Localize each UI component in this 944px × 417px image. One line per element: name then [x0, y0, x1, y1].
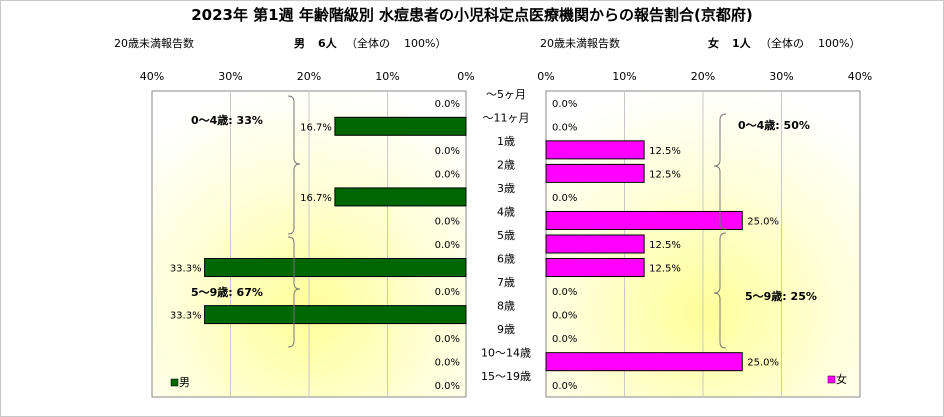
male-count: 6人	[318, 37, 337, 50]
category-label: 10～14歳	[481, 347, 531, 360]
male-0-4-bracket	[287, 95, 301, 235]
female-bar-label: 12.5%	[649, 240, 681, 251]
female-share: 100%）	[818, 37, 861, 50]
male-x-tick-label: 10%	[375, 70, 399, 83]
female-0-4-bracket	[713, 113, 727, 230]
male-bar-label: 0.0%	[435, 99, 460, 110]
female-legend-label: 女	[836, 372, 847, 386]
male-bar	[334, 187, 467, 207]
female-bar	[545, 210, 743, 230]
male-x-tick-label: 30%	[218, 70, 242, 83]
male-bar-label: 0.0%	[435, 334, 460, 345]
male-sex-label: 男	[294, 37, 305, 50]
female-x-tick-label: 0%	[537, 70, 554, 83]
category-label: ～11ヶ月	[483, 111, 530, 124]
category-label: 6歳	[497, 253, 515, 266]
female-bar-label: 0.0%	[552, 287, 577, 298]
female-bar-label: 0.0%	[552, 193, 577, 204]
male-legend-swatch	[170, 378, 179, 387]
female-x-tick-label: 40%	[848, 70, 872, 83]
female-bar-label: 12.5%	[649, 169, 681, 180]
female-bar-label: 12.5%	[649, 146, 681, 157]
category-label: 8歳	[497, 300, 515, 313]
category-label: ～5ヶ月	[486, 88, 526, 101]
category-label: 3歳	[497, 182, 515, 195]
male-bar-label: 33.3%	[170, 311, 202, 322]
male-bar-label: 0.0%	[435, 169, 460, 180]
category-label: 1歳	[497, 135, 515, 148]
female-bar	[545, 234, 645, 254]
male-0-4-annotation: 0～4歳: 33%	[191, 113, 263, 127]
male-bar	[204, 305, 467, 325]
female-x-tick-label: 20%	[691, 70, 715, 83]
female-bar	[545, 258, 645, 278]
female-count-label: 20歳未満報告数	[540, 37, 620, 50]
female-0-4-annotation: 0～4歳: 50%	[738, 118, 810, 132]
female-bar-label: 0.0%	[552, 334, 577, 345]
female-bar	[545, 352, 743, 372]
male-bar-label: 0.0%	[435, 146, 460, 157]
female-bar	[545, 140, 645, 160]
female-bar-label: 0.0%	[552, 381, 577, 392]
female-x-tick-label: 10%	[612, 70, 636, 83]
female-bar-label: 0.0%	[552, 311, 577, 322]
male-bar-label: 0.0%	[435, 287, 460, 298]
male-bar	[334, 116, 467, 136]
male-bar	[204, 258, 467, 278]
male-5-9-annotation: 5～9歳: 67%	[191, 285, 263, 299]
male-x-tick-label: 40%	[140, 70, 164, 83]
female-bar-label: 0.0%	[552, 99, 577, 110]
male-bar-label: 0.0%	[435, 381, 460, 392]
male-bar-label: 33.3%	[170, 264, 202, 275]
male-bar-label: 16.7%	[300, 193, 332, 204]
male-share-prefix: （全体の	[346, 37, 390, 50]
female-bar-label: 12.5%	[649, 264, 681, 275]
female-bar	[545, 163, 645, 183]
male-bar-label: 0.0%	[435, 216, 460, 227]
female-count: 1人	[732, 37, 751, 50]
male-bar-label: 0.0%	[435, 358, 460, 369]
male-x-tick-label: 0%	[457, 70, 474, 83]
male-x-tick-label: 20%	[297, 70, 321, 83]
category-label: 5歳	[497, 229, 515, 242]
female-share-prefix: （全体の	[760, 37, 804, 50]
female-x-tick-label: 30%	[769, 70, 793, 83]
male-bar-label: 16.7%	[300, 122, 332, 133]
male-5-9-bracket	[287, 236, 301, 348]
chart-title: 2023年 第1週 年齢階級別 水痘患者の小児科定点医療機関からの報告割合(京都…	[191, 6, 753, 24]
male-legend-label: 男	[179, 376, 190, 389]
male-bar-label: 0.0%	[435, 240, 460, 251]
male-count-label: 20歳未満報告数	[114, 37, 194, 50]
female-5-9-annotation: 5～9歳: 25%	[745, 289, 817, 303]
category-label: 15～19歳	[481, 370, 531, 383]
female-bar-label: 25.0%	[747, 358, 779, 369]
category-label: 9歳	[497, 323, 515, 336]
category-label: 7歳	[497, 276, 515, 289]
male-share: 100%）	[404, 37, 447, 50]
female-legend-swatch	[827, 375, 836, 384]
female-bar-label: 0.0%	[552, 122, 577, 133]
category-label: 2歳	[497, 158, 515, 171]
female-bar-label: 25.0%	[747, 216, 779, 227]
female-5-9-bracket	[713, 232, 727, 349]
category-label: 4歳	[497, 205, 515, 218]
female-sex-label: 女	[708, 37, 719, 50]
